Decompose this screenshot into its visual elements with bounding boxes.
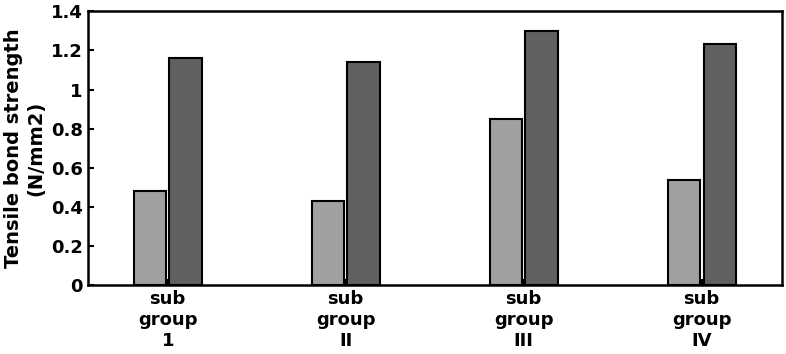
Bar (134, 192, 166, 285)
Bar (170, 58, 201, 285)
Bar (668, 179, 700, 285)
Bar (703, 45, 736, 285)
Bar (312, 201, 344, 285)
Bar (490, 119, 522, 285)
Bar (347, 62, 380, 285)
Y-axis label: Tensile bond strength
(N/mm2): Tensile bond strength (N/mm2) (4, 28, 45, 268)
Bar (526, 31, 557, 285)
